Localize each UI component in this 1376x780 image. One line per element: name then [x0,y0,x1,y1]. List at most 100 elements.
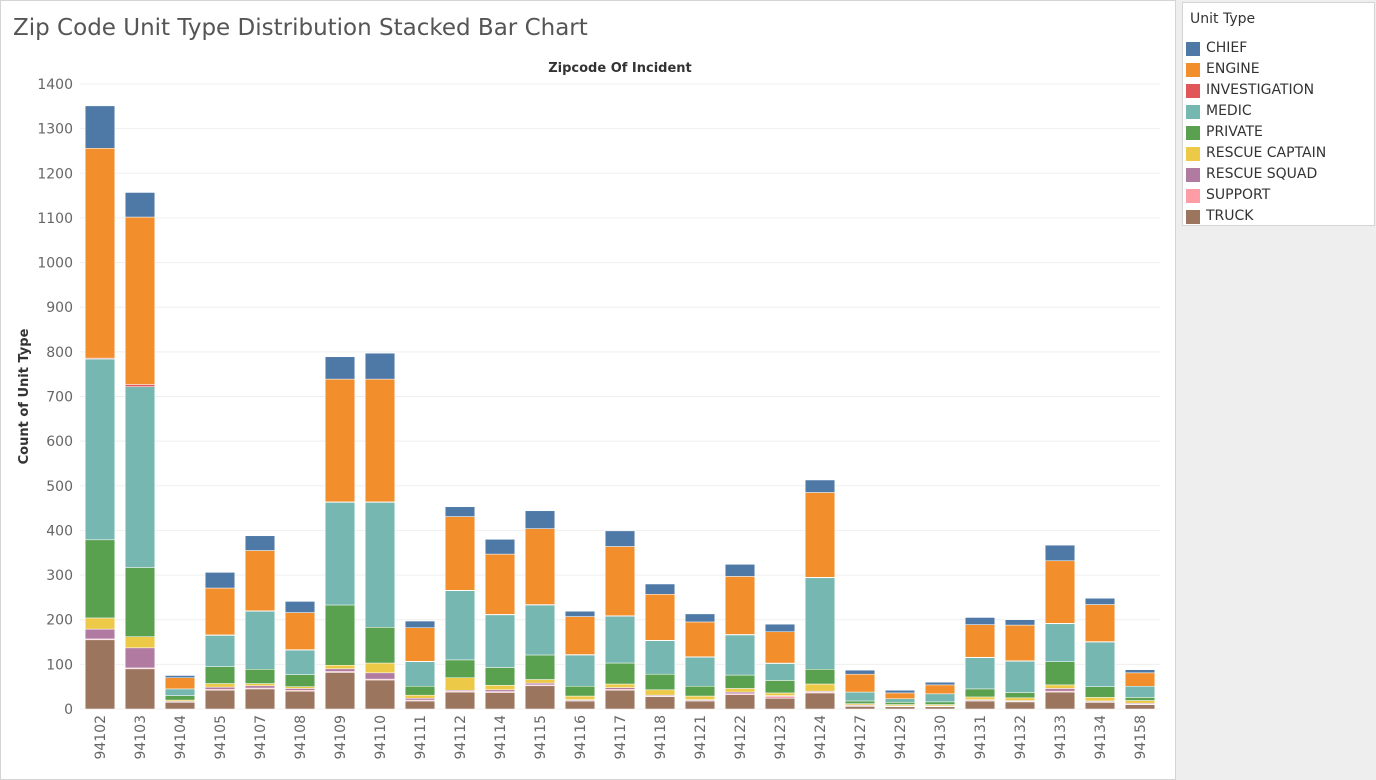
bar-segment-rescue-squad[interactable] [124,647,156,669]
bar-segment-chief[interactable] [124,192,156,218]
bar-segment-medic[interactable] [244,610,276,670]
bar-segment-truck[interactable] [1124,704,1156,710]
bar-segment-rescue-squad[interactable] [524,682,556,686]
bar-segment-engine[interactable] [1124,672,1156,687]
bar-segment-medic[interactable] [844,691,876,702]
bar-stack-94124[interactable] [804,479,836,710]
bar-segment-rescue-captain[interactable] [964,696,996,700]
bar-stack-94121[interactable] [684,613,716,710]
bar-segment-engine[interactable] [1084,604,1116,642]
legend-item-chief[interactable]: CHIEF [1186,39,1372,59]
bar-segment-medic[interactable] [444,590,476,661]
bar-segment-truck[interactable] [164,702,196,710]
bar-segment-truck[interactable] [804,692,836,710]
bar-segment-truck[interactable] [564,700,596,710]
bar-segment-rescue-captain[interactable] [124,636,156,649]
bar-segment-rescue-captain[interactable] [604,683,636,688]
bar-stack-94131[interactable] [964,617,996,710]
bar-segment-medic[interactable] [764,663,796,681]
bar-segment-chief[interactable] [484,539,516,555]
bar-segment-private[interactable] [164,695,196,701]
bar-segment-engine[interactable] [804,492,836,578]
bar-segment-engine[interactable] [644,594,676,641]
legend-item-rescue-squad[interactable]: RESCUE SQUAD [1186,165,1372,185]
bar-stack-94108[interactable] [284,601,316,710]
bar-segment-medic[interactable] [684,656,716,687]
bar-segment-rescue-squad[interactable] [404,698,436,701]
bar-segment-private[interactable] [924,701,956,705]
bar-segment-chief[interactable] [84,105,116,149]
bar-segment-engine[interactable] [324,378,356,503]
bar-segment-private[interactable] [524,654,556,680]
legend-item-rescue-captain[interactable]: RESCUE CAPTAIN [1186,144,1372,164]
bar-segment-rescue-squad[interactable] [84,628,116,640]
bar-segment-truck[interactable] [644,696,676,710]
bar-stack-94115[interactable] [524,510,556,710]
bar-segment-truck[interactable] [484,692,516,710]
bar-segment-engine[interactable] [1044,560,1076,624]
bar-segment-engine[interactable] [484,553,516,615]
bar-segment-rescue-captain[interactable] [804,683,836,692]
bar-segment-engine[interactable] [524,528,556,605]
bar-segment-investigation[interactable] [124,384,156,387]
bar-segment-chief[interactable] [884,690,916,694]
bar-segment-private[interactable] [284,674,316,687]
bar-segment-medic[interactable] [1084,641,1116,687]
bar-segment-chief[interactable] [1124,669,1156,674]
bar-segment-chief[interactable] [764,623,796,633]
bar-stack-94103[interactable] [124,192,156,710]
bar-segment-rescue-captain[interactable] [444,677,476,691]
bar-segment-rescue-captain[interactable] [724,688,756,693]
bar-segment-chief[interactable] [364,352,396,380]
bar-segment-engine[interactable] [84,148,116,359]
bar-segment-chief[interactable] [1084,598,1116,605]
bar-segment-engine[interactable] [284,612,316,650]
bar-segment-engine[interactable] [924,684,956,695]
bar-segment-rescue-captain[interactable] [84,617,116,630]
bar-stack-94118[interactable] [644,583,676,710]
bar-segment-medic[interactable] [484,614,516,668]
bar-segment-chief[interactable] [204,572,236,589]
bar-segment-rescue-captain[interactable] [684,695,716,700]
bar-segment-chief[interactable] [284,601,316,613]
bar-segment-rescue-squad[interactable] [1044,688,1076,692]
bar-segment-private[interactable] [1004,692,1036,699]
bar-segment-rescue-captain[interactable] [644,689,676,696]
bar-stack-94134[interactable] [1084,598,1116,710]
bar-stack-94105[interactable] [204,572,236,710]
bar-segment-truck[interactable] [124,668,156,710]
bar-segment-rescue-captain[interactable] [1084,697,1116,702]
bar-stack-94110[interactable] [364,352,396,710]
bar-segment-rescue-captain[interactable] [484,685,516,691]
bar-segment-rescue-squad[interactable] [324,668,356,672]
bar-segment-medic[interactable] [644,640,676,675]
bar-segment-private[interactable] [1044,661,1076,686]
bar-segment-medic[interactable] [884,698,916,703]
bar-stack-94112[interactable] [444,506,476,710]
bar-segment-truck[interactable] [524,685,556,710]
bar-segment-medic[interactable] [284,649,316,675]
legend-item-private[interactable]: PRIVATE [1186,123,1372,143]
bar-segment-truck[interactable] [284,690,316,710]
bar-segment-truck[interactable] [444,691,476,710]
bar-segment-chief[interactable] [324,356,356,380]
bar-stack-94107[interactable] [244,535,276,710]
bar-segment-medic[interactable] [1124,685,1156,698]
bar-segment-rescue-squad[interactable] [364,672,396,680]
bar-segment-truck[interactable] [924,706,956,710]
bar-segment-engine[interactable] [244,550,276,612]
bar-segment-medic[interactable] [724,634,756,676]
legend-item-support[interactable]: SUPPORT [1186,186,1372,206]
bar-segment-medic[interactable] [84,358,116,541]
bar-segment-chief[interactable] [804,479,836,493]
bar-segment-private[interactable] [844,700,876,704]
bar-segment-chief[interactable] [244,535,276,551]
bar-segment-private[interactable] [684,685,716,697]
bar-segment-private[interactable] [644,673,676,691]
bar-segment-support[interactable] [764,696,796,699]
bar-segment-truck[interactable] [324,672,356,710]
bar-segment-chief[interactable] [844,669,876,675]
bar-segment-chief[interactable] [524,510,556,529]
bar-segment-medic[interactable] [364,502,396,628]
bar-segment-chief[interactable] [444,506,476,517]
